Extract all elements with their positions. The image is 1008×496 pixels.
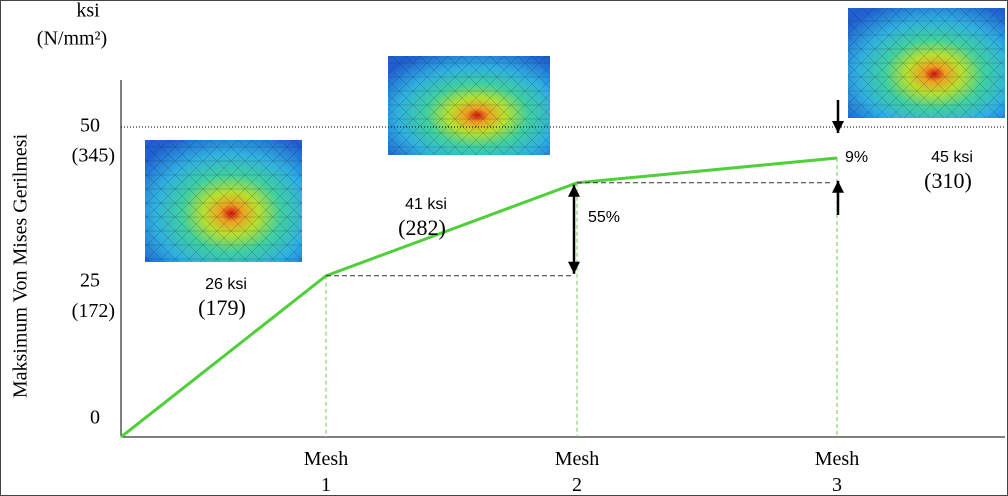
- arrow-head: [832, 181, 844, 193]
- y-tick-label: 50: [80, 115, 100, 137]
- arrow-head: [832, 121, 844, 133]
- chart: ksi (N/mm²) Maksimum Von Mises Gerilmesi…: [0, 0, 1008, 496]
- y-axis-label: Maksimum Von Mises Gerilmesi: [10, 133, 32, 398]
- value-label: 41 ksi: [405, 196, 447, 213]
- y-tick-label: 25: [80, 270, 100, 292]
- value-label: 26 ksi: [205, 276, 247, 293]
- annotation: 55%: [588, 209, 620, 226]
- value-label: 45 ksi: [931, 149, 973, 166]
- value-label-alt: (310): [924, 168, 972, 193]
- y-unit-alt: (N/mm²): [37, 28, 107, 50]
- y-tick-label: 0: [90, 407, 100, 429]
- value-label-alt: (179): [198, 295, 246, 320]
- arrow-head: [568, 262, 580, 274]
- y-unit: ksi: [76, 0, 100, 22]
- y2-tick-label: (172): [72, 300, 115, 322]
- annotation: 9%: [845, 149, 868, 166]
- y2-tick-label: (345): [72, 145, 115, 167]
- value-label-alt: (282): [398, 215, 446, 240]
